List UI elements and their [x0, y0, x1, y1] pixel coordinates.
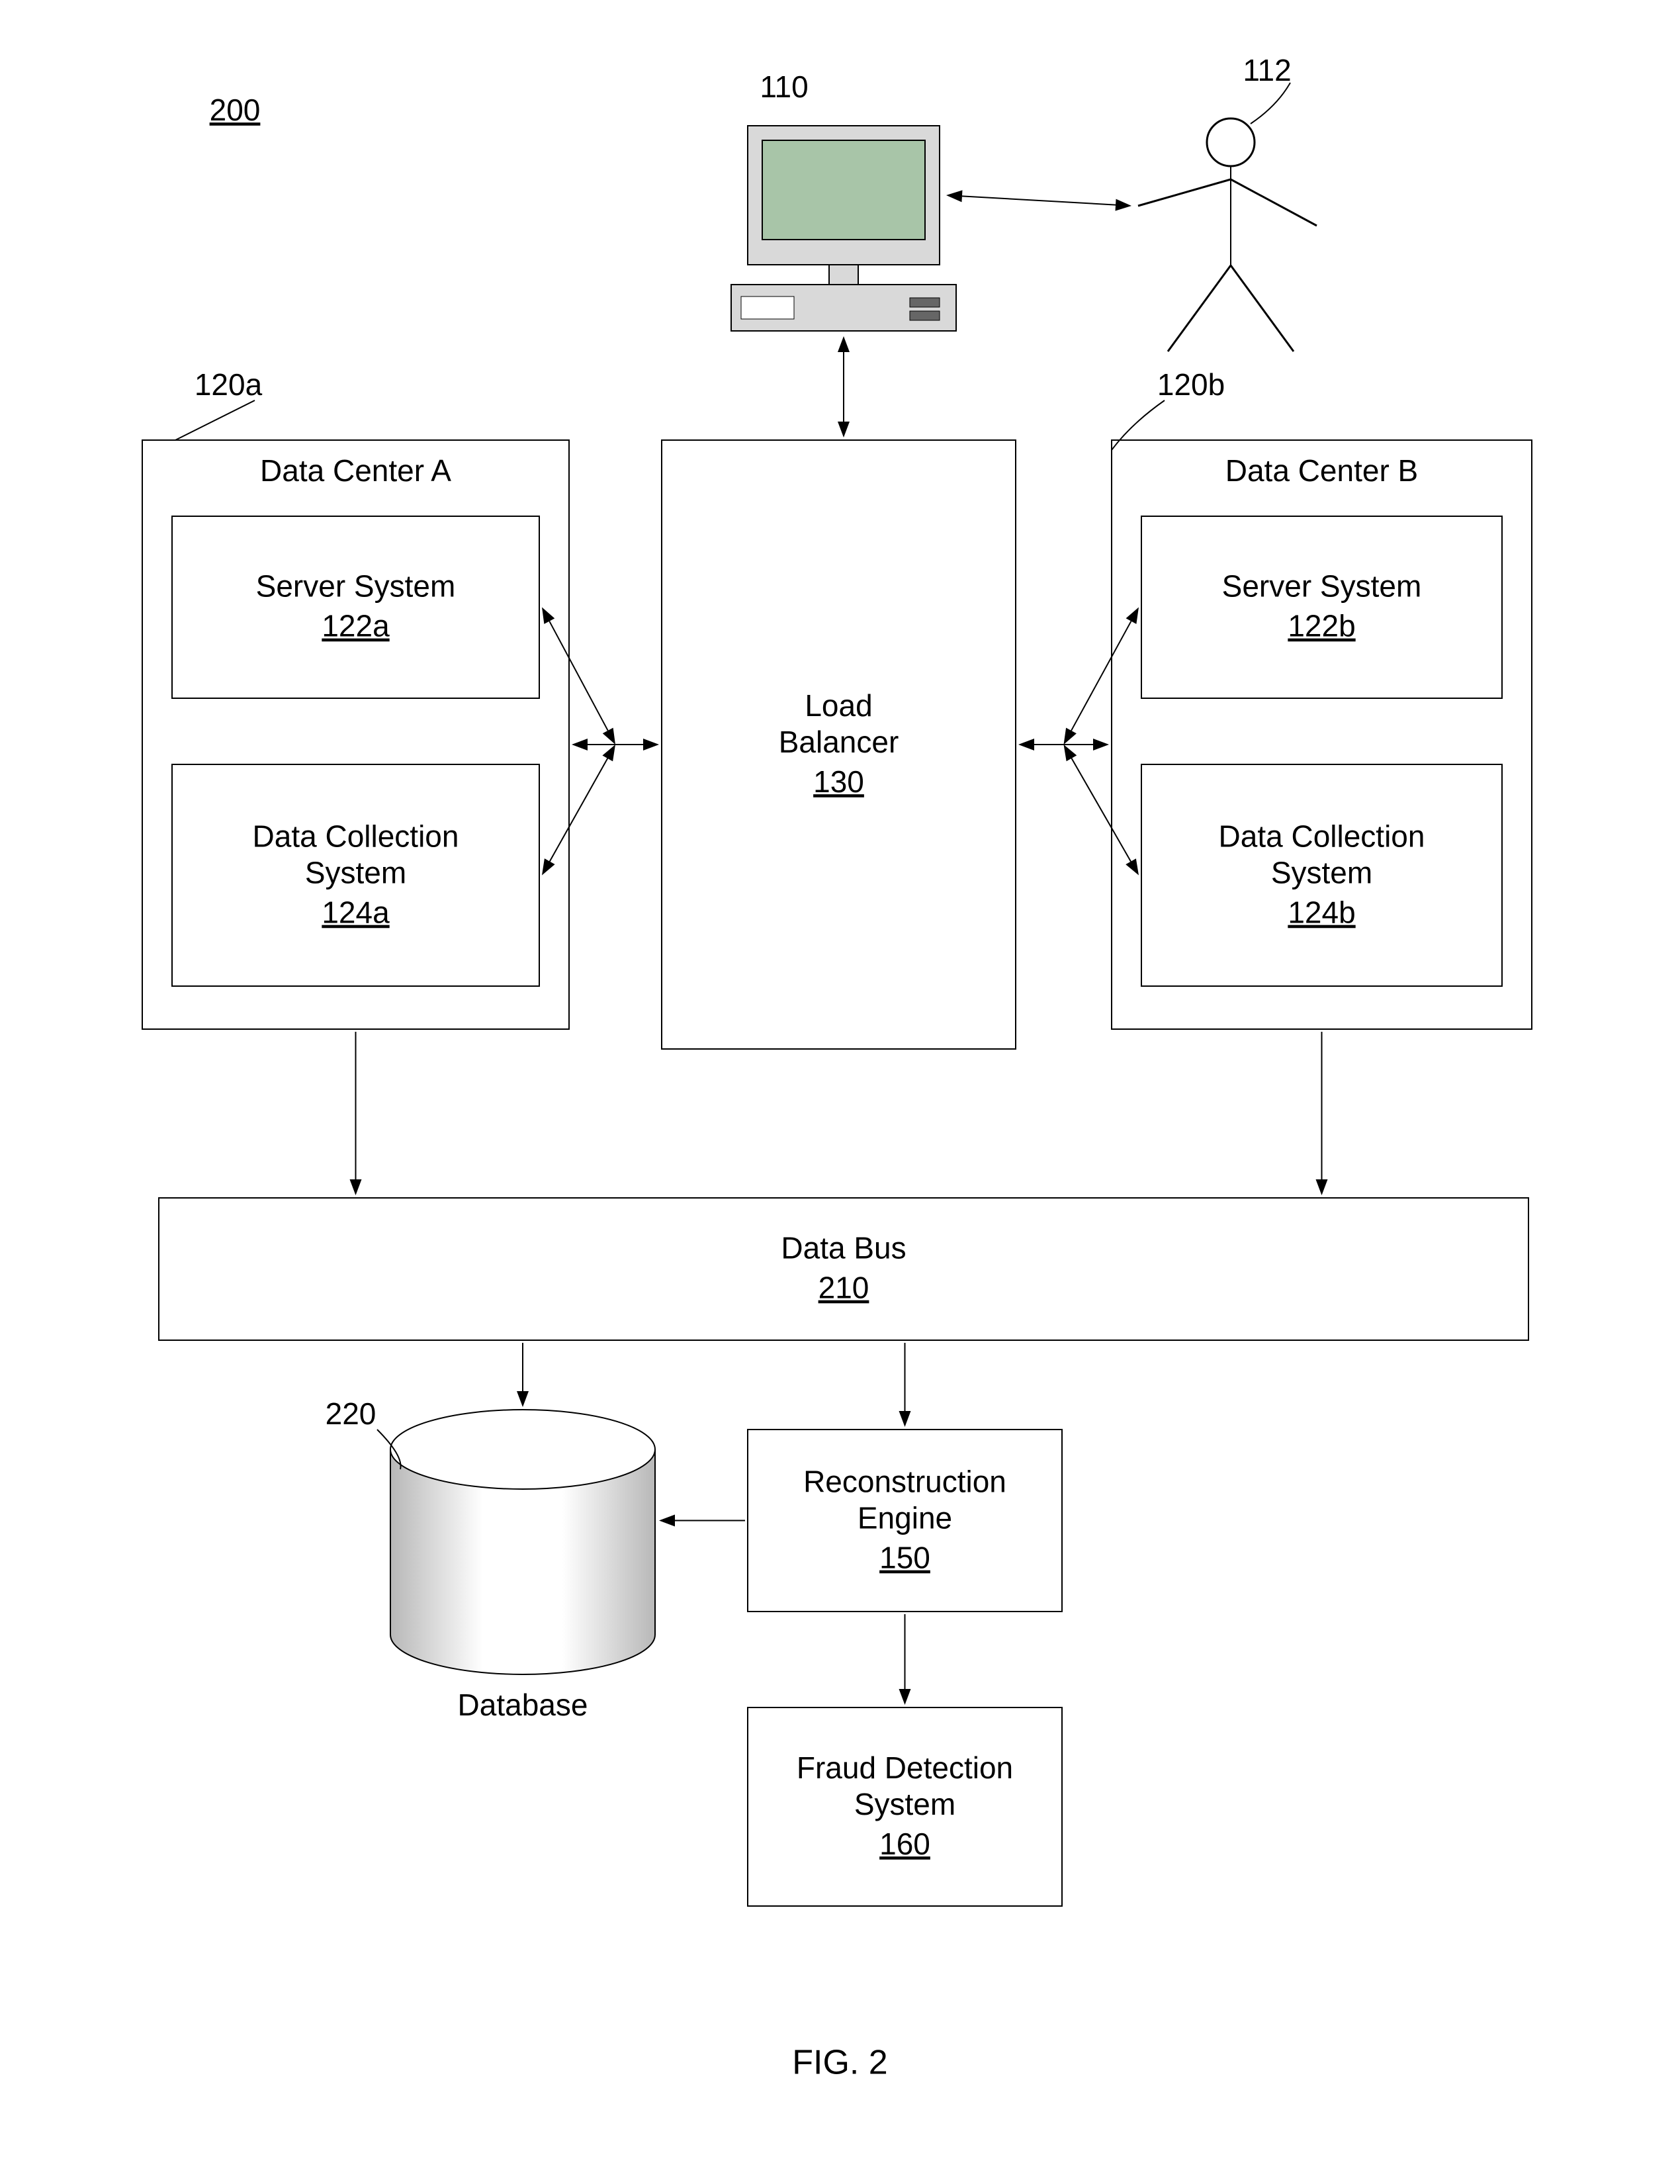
- svg-text:110: 110: [760, 69, 808, 104]
- svg-text:Load: Load: [805, 688, 872, 723]
- svg-text:FIG. 2: FIG. 2: [792, 2044, 887, 2082]
- svg-text:220: 220: [326, 1396, 376, 1431]
- svg-text:120b: 120b: [1157, 367, 1225, 402]
- svg-text:Fraud Detection: Fraud Detection: [797, 1751, 1013, 1785]
- svg-text:System: System: [305, 856, 406, 890]
- svg-text:122b: 122b: [1288, 609, 1355, 643]
- svg-text:Server System: Server System: [1222, 569, 1422, 604]
- svg-text:Server System: Server System: [256, 569, 456, 604]
- svg-text:124b: 124b: [1288, 895, 1355, 930]
- svg-text:Data Bus: Data Bus: [781, 1231, 906, 1265]
- svg-text:Data Center B: Data Center B: [1225, 453, 1418, 488]
- svg-text:Database: Database: [458, 1688, 588, 1722]
- svg-text:124a: 124a: [322, 895, 390, 930]
- svg-text:Data Center A: Data Center A: [260, 453, 451, 488]
- svg-text:120a: 120a: [195, 367, 263, 402]
- svg-text:Engine: Engine: [858, 1501, 952, 1535]
- svg-text:122a: 122a: [322, 609, 390, 643]
- svg-text:112: 112: [1243, 53, 1291, 87]
- svg-text:System: System: [1271, 856, 1372, 890]
- svg-text:200: 200: [210, 93, 261, 127]
- svg-text:160: 160: [879, 1827, 930, 1861]
- diagram-fig-2: 200 110 112 Data Center A 120a Server System 1…: [0, 0, 1680, 2184]
- svg-text:Data Collection: Data Collection: [1219, 819, 1425, 854]
- svg-text:System: System: [854, 1787, 955, 1821]
- svg-text:210: 210: [818, 1271, 869, 1305]
- svg-text:130: 130: [813, 764, 864, 799]
- svg-text:Reconstruction: Reconstruction: [803, 1465, 1006, 1499]
- svg-text:Data Collection: Data Collection: [253, 819, 459, 854]
- svg-text:Balancer: Balancer: [779, 725, 899, 759]
- svg-text:150: 150: [879, 1541, 930, 1575]
